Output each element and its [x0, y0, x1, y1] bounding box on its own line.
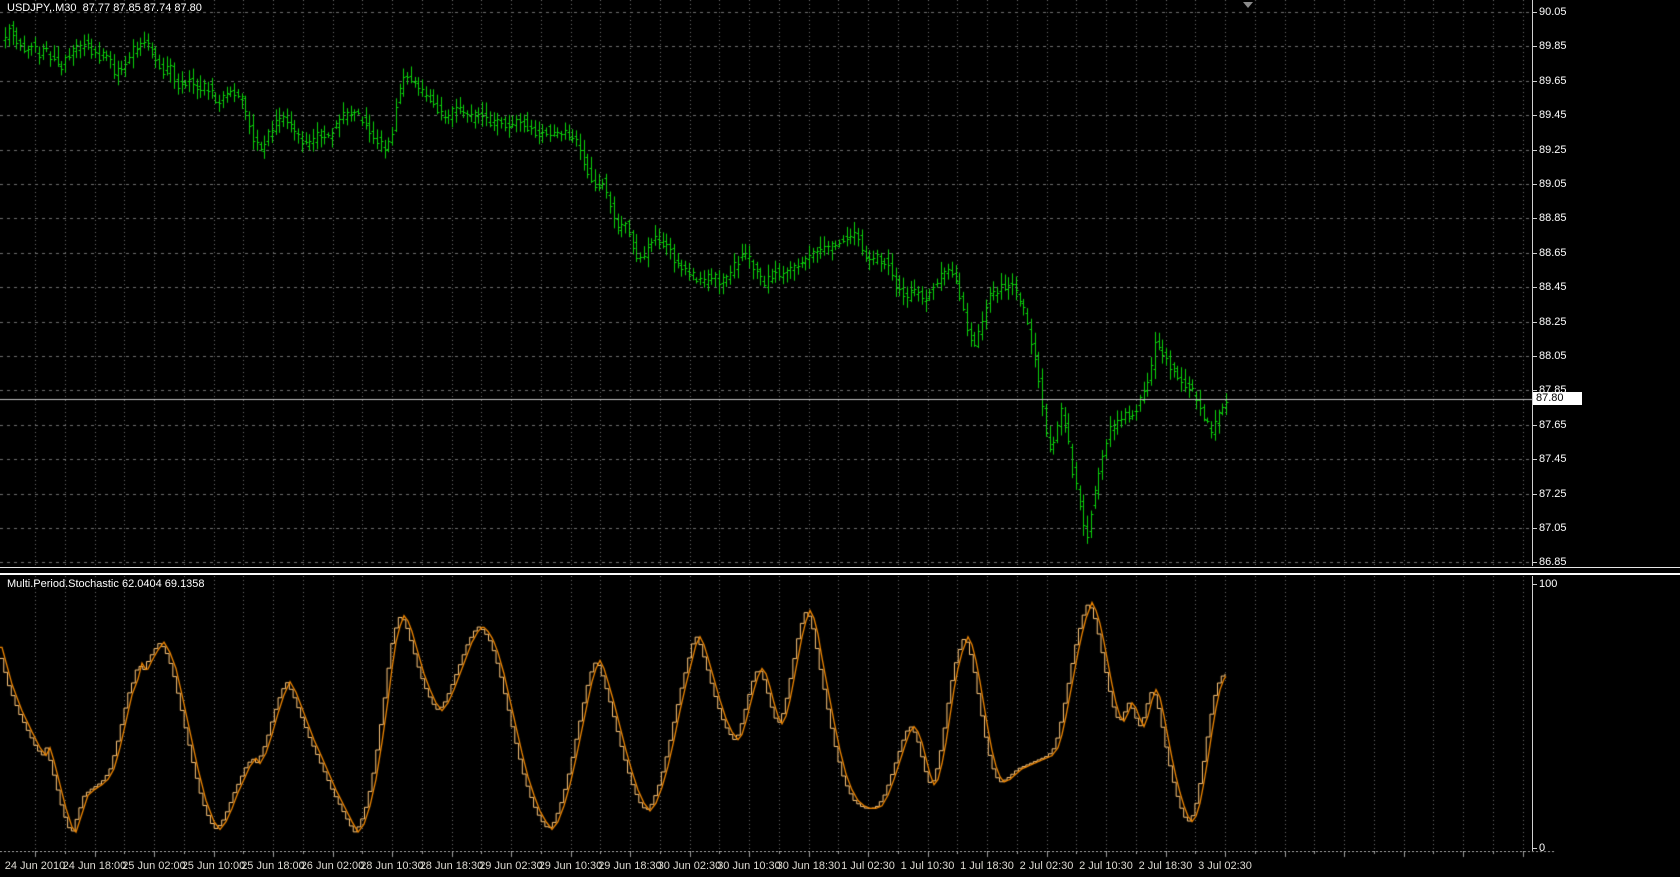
indicator-axis-label: 100: [1539, 578, 1558, 590]
price-axis-label: 88.05: [1539, 350, 1567, 362]
price-axis-label: 87.65: [1539, 419, 1567, 431]
time-axis-label: 25 Jun 02:00: [122, 860, 186, 872]
time-axis-canvas: [0, 851, 1680, 877]
chart-shift-marker-icon[interactable]: [1243, 2, 1253, 8]
price-axis-tick: [1532, 356, 1537, 357]
time-axis[interactable]: 24 Jun 2010 24 Jun 18:00 25 Jun 02:00 25 Ju…: [0, 851, 1680, 877]
ohlc-values-label: 87.77 87.85 87.74 87.80: [82, 2, 202, 14]
price-axis-tick: [1532, 459, 1537, 460]
price-axis-tick: [1532, 562, 1537, 563]
time-axis-label: 2 Jul 02:30: [1019, 860, 1074, 872]
indicator-axis-tick: [1532, 584, 1537, 585]
time-axis-label: 30 Jun 18:30: [776, 860, 841, 872]
price-axis-tick: [1532, 12, 1537, 13]
time-axis-label: 25 Jun 18:00: [241, 860, 305, 872]
price-axis-tick: [1532, 218, 1537, 219]
price-chart-canvas[interactable]: [0, 0, 1532, 566]
time-axis-label: 29 Jun 02:30: [479, 860, 543, 872]
indicator-axis-tick: [1532, 848, 1537, 849]
price-axis-label: 89.65: [1539, 75, 1567, 87]
stochastic-indicator-pane[interactable]: Multi.Period.Stochastic 62.0404 69.1358 …: [0, 576, 1680, 854]
price-axis-label: 87.85: [1539, 384, 1567, 396]
price-axis-tick: [1532, 253, 1537, 254]
price-axis-label: 88.65: [1539, 247, 1567, 259]
indicator-axis-label: 0: [1539, 842, 1546, 854]
time-axis-label: 3 Jul 02:30: [1198, 860, 1252, 872]
price-axis-tick: [1532, 287, 1537, 288]
time-axis-label: 24 Jun 2010: [4, 860, 66, 872]
pane-splitter[interactable]: [0, 566, 1680, 576]
price-axis-tick: [1532, 46, 1537, 47]
price-axis-tick: [1532, 390, 1537, 391]
price-axis-label: 88.85: [1539, 212, 1567, 224]
price-axis-label: 89.25: [1539, 144, 1567, 156]
time-axis-label: 28 Jun 10:30: [360, 860, 424, 872]
price-axis-label: 89.45: [1539, 109, 1567, 121]
price-axis-label: 87.25: [1539, 488, 1567, 500]
price-axis-tick: [1532, 425, 1537, 426]
price-axis-label: 90.05: [1539, 6, 1567, 18]
indicator-axis-border: [1532, 576, 1533, 851]
price-axis-label: 86.85: [1539, 556, 1567, 568]
price-axis-tick: [1532, 81, 1537, 82]
price-axis-label: 88.25: [1539, 316, 1567, 328]
splitter-line-top: [0, 567, 1680, 568]
time-axis-label: 2 Jul 18:30: [1138, 860, 1193, 872]
time-axis-label: 2 Jul 10:30: [1079, 860, 1133, 872]
time-axis-label: 25 Jun 10:00: [181, 860, 246, 872]
symbol-period-ohlc-label: USDJPY,.M30 87.77 87.85 87.74 87.80: [7, 2, 202, 14]
indicator-name-label: Multi.Period.Stochastic: [7, 578, 119, 590]
time-axis-label: 26 Jun 02:00: [300, 860, 365, 872]
indicator-axis[interactable]: 100 0: [1532, 576, 1680, 854]
time-axis-label: 24 Jun 18:00: [62, 860, 127, 872]
price-axis-tick: [1532, 150, 1537, 151]
time-axis-label: 29 Jun 10:30: [538, 860, 603, 872]
time-axis-label: 1 Jul 18:30: [960, 860, 1014, 872]
price-axis-tick: [1532, 322, 1537, 323]
price-axis[interactable]: 87.80 90.05 89.85 89.65 89.45 89.25 89.05 88.8…: [1532, 0, 1680, 568]
price-axis-tick: [1532, 494, 1537, 495]
price-axis-border: [1532, 0, 1533, 566]
time-axis-label: 30 Jun 10:30: [717, 860, 781, 872]
time-axis-label: 29 Jun 18:30: [598, 860, 662, 872]
splitter-line-bottom: [0, 573, 1680, 575]
symbol-period-label: USDJPY,.M30: [7, 2, 77, 14]
price-axis-tick: [1532, 528, 1537, 529]
current-price-badge: 87.80: [1533, 392, 1582, 405]
price-axis-label: 89.05: [1539, 178, 1567, 190]
time-axis-label: 1 Jul 02:30: [841, 860, 895, 872]
time-axis-label: 30 Jun 02:30: [657, 860, 722, 872]
stochastic-canvas[interactable]: [0, 576, 1532, 851]
price-axis-label: 88.45: [1539, 281, 1567, 293]
indicator-name-values-label: Multi.Period.Stochastic 62.0404 69.1358: [7, 578, 205, 590]
price-axis-label: 87.45: [1539, 453, 1567, 465]
price-axis-label: 89.85: [1539, 40, 1567, 52]
price-chart-pane[interactable]: USDJPY,.M30 87.77 87.85 87.74 87.80 87.8…: [0, 0, 1680, 568]
price-axis-label: 87.05: [1539, 522, 1567, 534]
indicator-values-label: 62.0404 69.1358: [121, 578, 205, 590]
price-axis-tick: [1532, 115, 1537, 116]
price-axis-tick: [1532, 184, 1537, 185]
time-axis-label: 28 Jun 18:30: [419, 860, 484, 872]
time-axis-label: 1 Jul 10:30: [900, 860, 955, 872]
